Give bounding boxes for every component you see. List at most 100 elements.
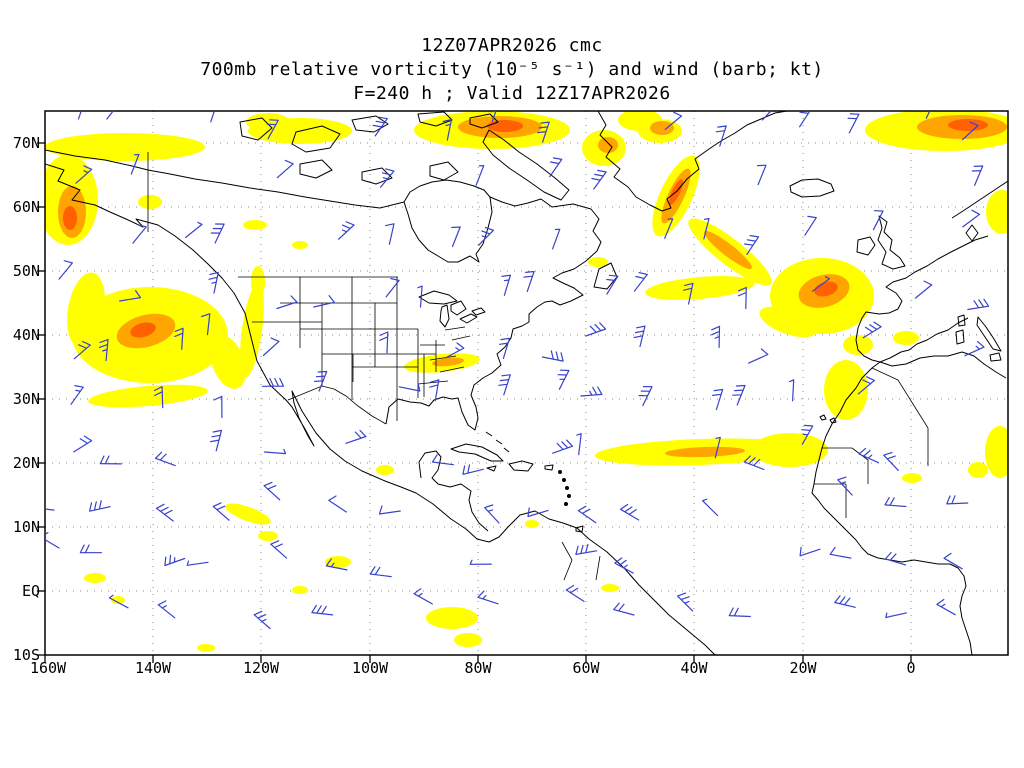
wind-barb [475,165,485,186]
wind-barb [379,331,389,354]
coastline-antilles-island [565,486,569,490]
wind-barb [683,282,694,305]
coastline-europe [855,180,1008,363]
wind-barb [967,298,990,311]
vorticity-cell [67,272,105,348]
wind-barb [429,379,440,402]
wind-barb [501,274,511,296]
wind-barb [213,395,223,418]
vorticity-cell [985,426,1008,478]
wind-barb [89,500,111,512]
wind-barb [537,121,550,143]
vorticity-cell [225,503,271,525]
wind-barb [155,503,174,522]
wind-barb [714,436,721,459]
lon-label-80w: 80W [464,659,492,677]
wind-barb [549,157,563,178]
wind-barb [971,165,984,186]
coastline-central-america-caribbean-side [418,450,489,532]
wind-barb [442,118,453,141]
wind-barb [328,495,347,513]
vorticity-cell [258,531,278,541]
wind-barb [276,159,294,179]
wind-barb [153,386,164,409]
wind-barb [858,447,879,464]
wind-barb [961,121,979,141]
wind-barb [664,218,674,239]
vorticity-cell [251,266,265,298]
wind-barb [756,164,767,186]
wind-barb [119,290,141,302]
wind-barb [311,604,334,616]
wind-barb [557,369,570,390]
wind-barb [799,111,811,128]
wind-barb [378,505,401,515]
wind-barb [130,153,140,175]
vorticity-cell [752,433,828,467]
wind-barb [210,111,215,123]
wind-barb [73,340,91,360]
wind-barb [266,119,279,140]
wind-barb [677,592,694,612]
wind-barb [201,313,211,336]
wind-barb [884,496,907,508]
coastline-antilles-island [567,494,571,498]
wind-barb [79,544,102,554]
wind-barb [385,277,400,298]
wind-barb [490,111,497,123]
vorticity-cell [598,137,618,153]
wind-barb [499,337,511,359]
coastline-arctic-mainland [45,149,405,209]
wind-barb [638,386,653,407]
wind-barb [580,386,603,397]
wind-barb [372,116,388,137]
lon-label-40w: 40W [680,659,708,677]
wind-barb [606,274,619,295]
lat-label-10s: 10S [13,646,40,664]
vorticity-cell [665,446,745,458]
wind-barb [210,429,223,452]
wind-barb [857,376,875,395]
wind-barb [314,370,328,392]
wind-barb [761,111,772,121]
coastline-hudson-bay [403,179,493,263]
vorticity-cell [645,276,755,300]
wind-barb [703,217,710,240]
wind-barb [847,113,860,134]
wind-barb [748,348,769,364]
wind-barb [633,325,646,348]
wind-barb [98,339,109,362]
wind-barb [73,435,93,453]
wind-barb [345,429,367,444]
wind-barbs-layer [45,111,990,630]
wind-barb [789,379,795,402]
border-lines [147,152,929,581]
wind-barb [45,508,55,511]
lon-label-140w: 140W [135,659,172,677]
wind-barb [620,503,640,521]
vorticity-cell [292,586,308,594]
wind-barb [946,495,969,505]
vorticity-cell [210,335,246,389]
lon-label-100w: 100W [352,659,389,677]
vorticity-cell [88,384,208,408]
wind-barb [743,455,765,471]
wind-barb [276,295,298,310]
wind-barb [885,612,907,619]
wind-barb [451,226,461,248]
wind-barb [263,481,281,501]
vorticity-cell [130,322,156,338]
title-field-description: 700mb relative vorticity (10⁻⁵ s⁻¹) and … [200,59,824,80]
wind-barb [883,451,899,471]
wind-barb [417,285,423,308]
coastline-iceland [789,178,835,198]
vorticity-cell [704,230,752,270]
lat-label-eq: EQ [22,582,40,600]
wind-barb [99,455,122,465]
vorticity-cell [376,465,394,475]
wind-barb [186,560,209,566]
wind-barb [338,221,355,240]
title-init-time-model: 12Z07APR2026 cmc [421,35,603,56]
coastline-britain-ireland [856,215,906,270]
